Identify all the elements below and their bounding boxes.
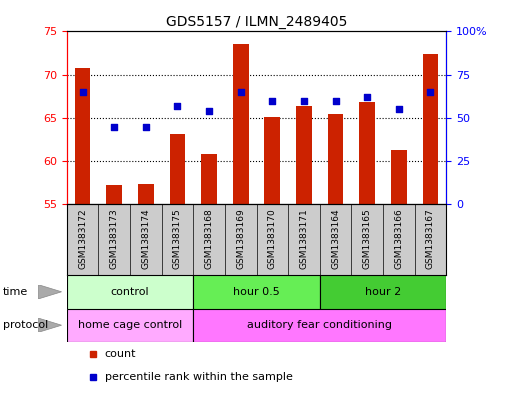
Text: protocol: protocol	[3, 320, 48, 330]
Point	[268, 97, 277, 104]
Point	[110, 123, 118, 130]
Polygon shape	[38, 318, 62, 332]
Text: home cage control: home cage control	[78, 320, 182, 330]
Point	[363, 94, 371, 100]
Bar	[201, 154, 217, 204]
Point	[236, 89, 245, 95]
Bar	[74, 68, 90, 204]
Text: GSM1383167: GSM1383167	[426, 208, 435, 269]
Point	[173, 103, 182, 109]
Point	[394, 106, 403, 112]
Bar	[138, 184, 154, 204]
Polygon shape	[38, 285, 62, 299]
Bar	[423, 54, 439, 204]
Bar	[328, 114, 344, 204]
Text: hour 2: hour 2	[365, 287, 401, 297]
Bar	[233, 44, 249, 204]
Text: GSM1383166: GSM1383166	[394, 208, 403, 269]
Bar	[391, 150, 407, 204]
Point	[426, 89, 435, 95]
Text: GSM1383164: GSM1383164	[331, 208, 340, 268]
Bar	[296, 106, 312, 204]
Text: GSM1383172: GSM1383172	[78, 208, 87, 268]
Bar	[67, 275, 193, 309]
Point	[331, 97, 340, 104]
Text: count: count	[105, 349, 136, 359]
Bar	[193, 309, 446, 342]
Text: GSM1383169: GSM1383169	[236, 208, 245, 269]
Title: GDS5157 / ILMN_2489405: GDS5157 / ILMN_2489405	[166, 15, 347, 29]
Text: percentile rank within the sample: percentile rank within the sample	[105, 372, 292, 382]
Text: GSM1383168: GSM1383168	[205, 208, 213, 269]
Bar	[193, 275, 320, 309]
Text: control: control	[111, 287, 149, 297]
Text: GSM1383170: GSM1383170	[268, 208, 277, 269]
Point	[78, 89, 87, 95]
Bar	[67, 309, 193, 342]
Text: time: time	[3, 287, 28, 297]
Bar	[359, 102, 375, 204]
Text: GSM1383171: GSM1383171	[300, 208, 308, 269]
Text: hour 0.5: hour 0.5	[233, 287, 280, 297]
Point	[142, 123, 150, 130]
Point	[205, 108, 213, 114]
Text: GSM1383175: GSM1383175	[173, 208, 182, 269]
Text: auditory fear conditioning: auditory fear conditioning	[247, 320, 392, 330]
Bar	[264, 117, 280, 204]
Text: GSM1383173: GSM1383173	[110, 208, 119, 269]
Bar	[320, 275, 446, 309]
Text: GSM1383174: GSM1383174	[141, 208, 150, 268]
Point	[300, 97, 308, 104]
Text: GSM1383165: GSM1383165	[363, 208, 372, 269]
Bar	[169, 134, 185, 204]
Bar	[106, 185, 122, 204]
